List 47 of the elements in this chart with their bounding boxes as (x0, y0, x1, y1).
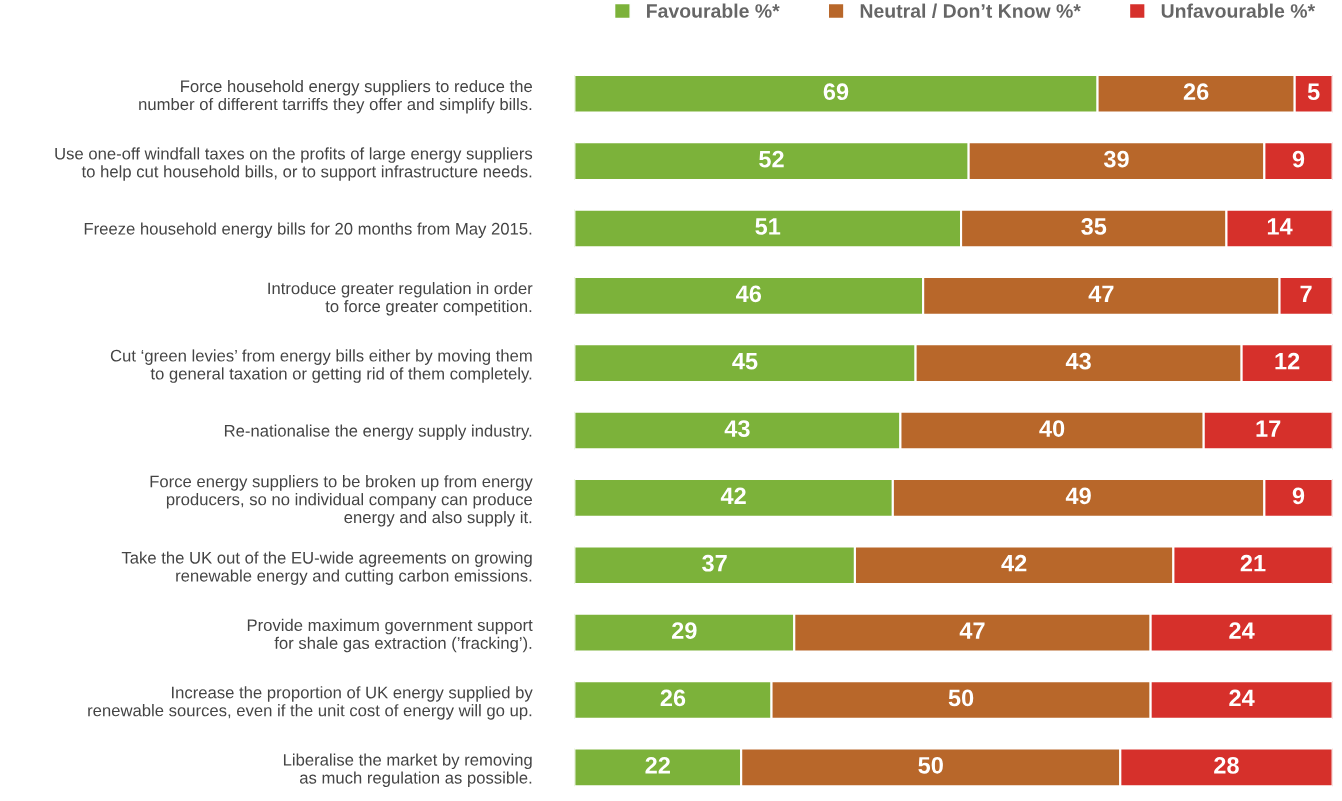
data-label: 40 (1039, 420, 1065, 437)
y-tick-label: Cut ‘green levies’ from energy bills either by moving them to general taxation or getting rid of them completely. (110, 349, 532, 383)
y-tick-label: Provide maximum government support for shale gas extraction (’fracking’). (247, 618, 533, 653)
data-label: 47 (1088, 285, 1114, 302)
y-tick-label: Liberalise the market by removing as much regulation as possible. (283, 753, 532, 787)
y-tick-label: Increase the proportion of UK energy supplied by renewable sources, even if the unit cost of energy will go up. (88, 686, 533, 720)
y-tick-label: Freeze household energy bills for 20 months from May 2015. (84, 222, 532, 238)
y-tick-label: Introduce greater regulation in order to force greater competition. (268, 282, 533, 316)
data-label: 43 (724, 420, 750, 437)
data-label: 43 (1065, 352, 1091, 370)
legend-label: Neutral / Don’t Know %* (860, 3, 1081, 19)
data-label: 37 (702, 554, 727, 572)
data-label: 9 (1292, 487, 1305, 505)
data-label: 35 (1081, 218, 1107, 235)
data-label: 46 (736, 285, 762, 303)
data-label: 17 (1256, 420, 1281, 437)
data-label: 21 (1240, 554, 1266, 572)
data-label: 50 (918, 756, 943, 774)
legend-label: Unfavourable %* (1161, 3, 1316, 18)
data-label: 14 (1267, 218, 1293, 235)
data-label: 69 (823, 83, 849, 101)
data-label: 45 (732, 353, 758, 370)
y-tick-label: Take the UK out of the EU-wide agreements on growing renewable energy and cutting carbon emissions. (121, 551, 532, 585)
data-label: 7 (1300, 285, 1312, 302)
data-label: 50 (948, 689, 974, 707)
legend-label: Favourable %* (647, 3, 780, 18)
data-label: 24 (1229, 622, 1255, 639)
data-label: 39 (1103, 150, 1129, 168)
data-label: 49 (1065, 487, 1091, 505)
data-label: 24 (1229, 689, 1255, 707)
data-label: 52 (759, 150, 784, 168)
data-label: 9 (1292, 150, 1305, 168)
y-tick-label: Force energy suppliers to be broken up from energy producers, so no individual company can produce energy and also supply it. (150, 475, 533, 527)
data-label: 42 (1001, 554, 1027, 572)
data-label: 47 (959, 622, 985, 639)
y-tick-label: Re-nationalise the energy supply industry. (224, 424, 532, 441)
y-tick-label: Force household energy suppliers to reduce the number of different tarriffs they offer and simplify bills. (139, 79, 532, 114)
data-label: 12 (1275, 352, 1300, 370)
data-label: 5 (1307, 83, 1320, 101)
data-label: 26 (1183, 83, 1209, 101)
data-label: 42 (720, 487, 746, 504)
data-label: 29 (672, 622, 697, 639)
data-label: 51 (755, 218, 781, 235)
y-tick-label: Use one-off windfall taxes on the profits of large energy suppliers to help cut household bills, or to support infrastructure needs. (55, 147, 533, 181)
data-label: 28 (1214, 756, 1239, 774)
data-label: 26 (660, 689, 686, 707)
data-label: 22 (645, 756, 670, 774)
